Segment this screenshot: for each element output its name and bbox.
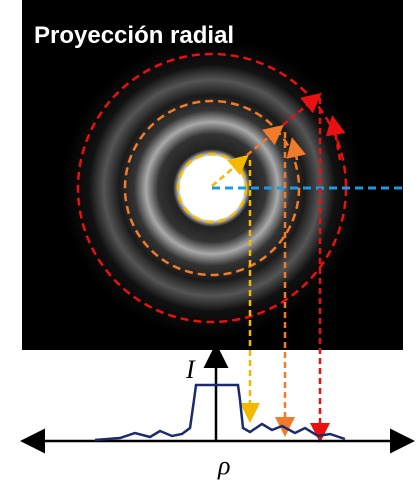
title: Proyección radial [34,22,234,49]
y-axis-label: I [185,355,196,384]
profile-plot [25,348,410,441]
diagram: Proyección radial I ρ [0,0,418,483]
x-axis-label: ρ [217,451,230,480]
